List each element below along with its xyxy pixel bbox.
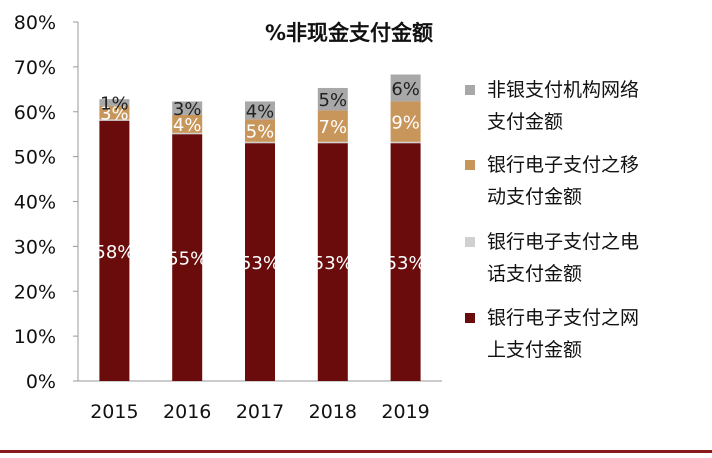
legend: 非银支付机构网络支付金额银行电子支付之移动支付金额银行电子支付之电话支付金额银行… [465,79,639,361]
x-tick-label: 2019 [381,401,429,423]
bar-segment [99,105,130,120]
x-tick-label: 2017 [236,401,284,423]
bottom-rule [0,450,712,453]
bar-segment [317,87,348,111]
y-tick-label: 0% [26,371,56,393]
y-tick-label: 20% [14,281,56,303]
bar-segment [317,143,348,381]
data-label: 4% [246,101,275,122]
data-label: 5% [319,90,348,111]
bar-segment [390,141,421,144]
bar-segment [317,110,348,142]
legend-label: 上支付金额 [487,339,582,361]
bar-segment [245,141,275,144]
legend-label: 动支付金额 [487,186,582,208]
data-label: 53% [313,253,353,274]
data-label: 9% [391,113,420,134]
bar-segment [390,101,421,142]
bar-series: 3%4% 5% 7% 9% [99,101,421,143]
bar-segment [99,119,130,121]
y-tick-label: 50% [14,147,56,169]
data-label: 3% [173,99,202,120]
y-tick-label: 60% [14,102,56,124]
bar-segment [99,120,130,381]
bar-segment [317,141,348,144]
bar-series [99,119,421,144]
bar-segment [390,74,421,102]
bar-segment [245,143,275,381]
axes: 0% 10% 20% 30% 40% 50% 60% 70% 80% 2015 2016 2017 20… [14,12,442,423]
data-label: 4% [173,115,202,136]
bar-segment [172,134,203,381]
data-label: 58% [94,242,134,263]
data-label: 53% [386,253,426,274]
bar-segment [172,101,203,115]
y-tick-label: 70% [14,57,56,79]
data-label: 55% [167,249,207,270]
x-tick-label: 2016 [163,401,211,423]
data-label: 5% [246,122,275,143]
bar-segment [99,99,130,106]
legend-label: 银行电子支付之网 [487,307,639,329]
legend-label: 支付金额 [487,111,563,133]
data-label: 7% [319,117,348,138]
legend-swatch [465,237,475,247]
data-label: 1% [100,94,129,115]
legend-label: 话支付金额 [487,263,582,285]
data-label: 53% [240,253,280,274]
x-tick-label: 2018 [309,401,357,423]
y-tick-label: 40% [14,192,56,214]
y-tick-label: 80% [14,12,56,34]
legend-swatch [465,160,475,170]
bar-segment [245,119,275,142]
x-tick-label: 2015 [90,401,138,423]
y-tick-label: 10% [14,326,56,348]
legend-label: 银行电子支付之移 [487,154,639,176]
legend-swatch [465,313,475,323]
y-tick-label: 30% [14,236,56,258]
data-label: 3% [100,104,129,125]
legend-swatch [465,85,475,95]
chart-title: %非现金支付金额 [265,21,433,45]
bar-series-group: 58% 55% 53% 53% 53%3%4% 5% 7% 9%1% 3% 4%5%6% [94,74,426,381]
bar-series: 58% 55% 53% 53% 53% [94,120,426,381]
legend-label: 非银支付机构网络 [487,79,639,101]
bar-segment [172,114,203,133]
data-label: 6% [391,79,420,100]
bar-segment [245,101,275,120]
bar-segment [390,143,421,381]
bar-segment [172,132,203,135]
legend-label: 银行电子支付之电 [487,231,639,253]
bar-series: 1% 3% 4%5%6% [99,74,421,122]
